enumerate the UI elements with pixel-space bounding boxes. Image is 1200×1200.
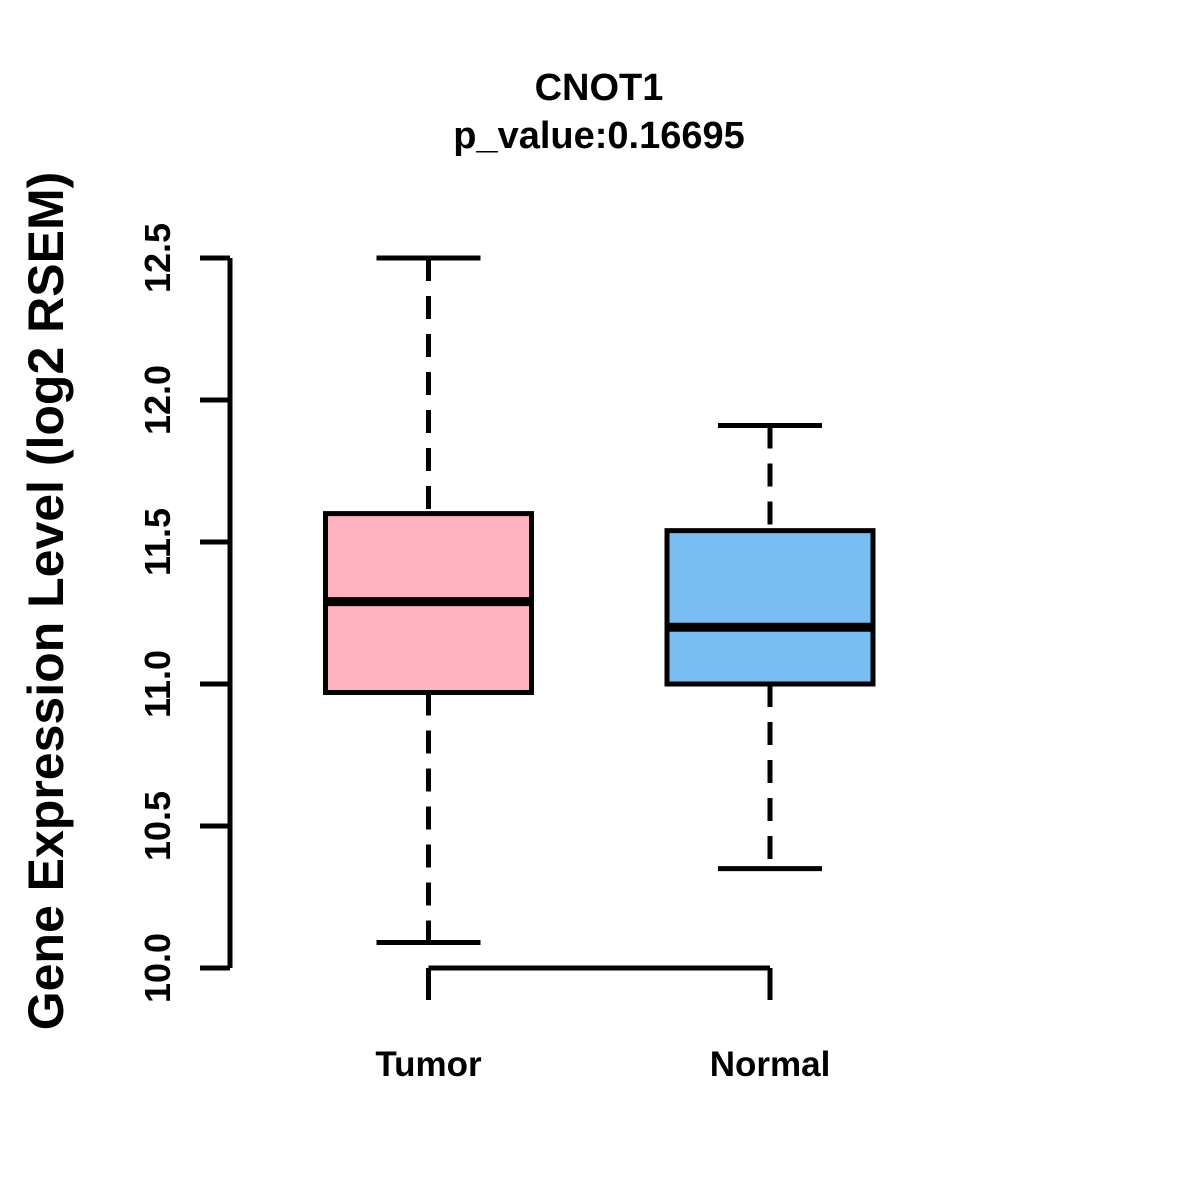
chart-title: CNOT1 xyxy=(534,67,664,109)
y-tick-label: 12.5 xyxy=(137,223,178,293)
y-tick-label: 12.0 xyxy=(137,365,178,435)
y-tick-label: 11.0 xyxy=(137,650,178,718)
y-tick-label: 11.5 xyxy=(137,508,178,576)
normal-group-label: Normal xyxy=(710,1045,831,1084)
y-tick-label: 10.5 xyxy=(137,791,178,861)
tumor-group-label: Tumor xyxy=(375,1045,482,1084)
y-tick-label: 10.0 xyxy=(137,933,178,1003)
chart-pvalue-subtitle: p_value:0.16695 xyxy=(453,115,745,157)
normal-box xyxy=(664,528,876,687)
